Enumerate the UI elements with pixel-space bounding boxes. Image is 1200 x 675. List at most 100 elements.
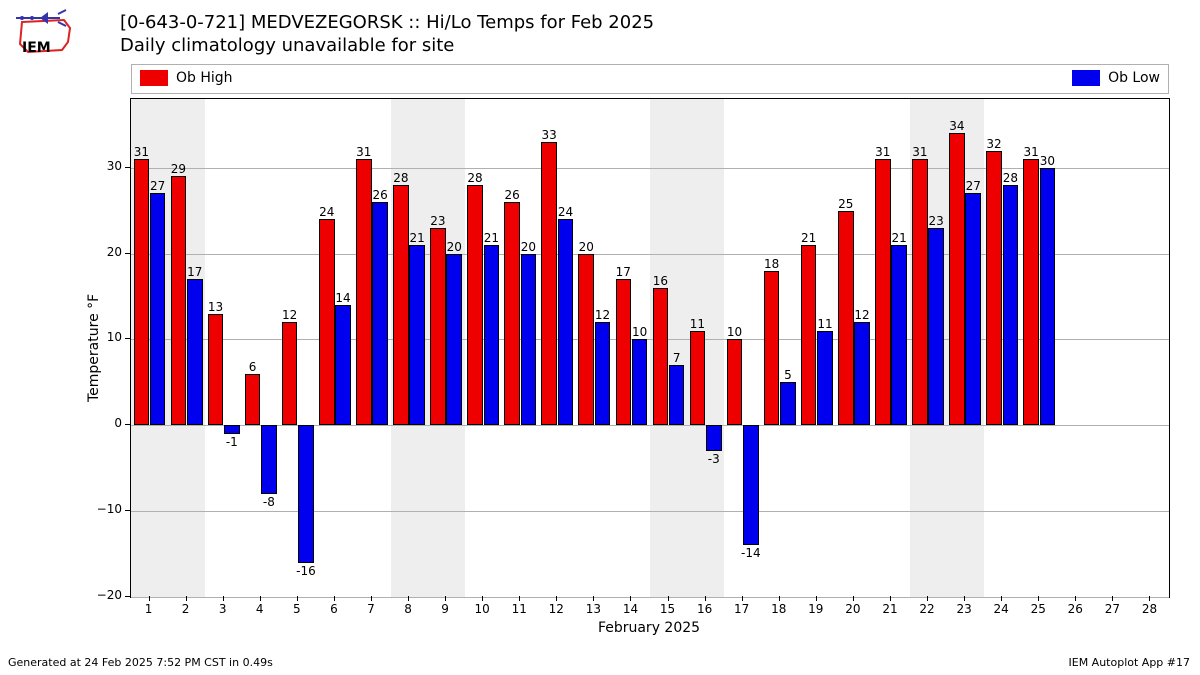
x-tickmark: [334, 596, 335, 601]
bar-low-label: 11: [813, 317, 837, 331]
bar-high-label: 31: [908, 145, 932, 159]
bar-low-label: 14: [331, 291, 355, 305]
x-tickmark: [853, 596, 854, 601]
x-tick-label: 28: [1139, 602, 1159, 616]
bar-low-label: 28: [998, 171, 1022, 185]
bar-high-label: 26: [500, 188, 524, 202]
x-tick-label: 13: [583, 602, 603, 616]
bar-high: [578, 254, 594, 426]
x-tickmark: [1001, 596, 1002, 601]
title-line-1: [0-643-0-721] MEDVEZEGORSK :: Hi/Lo Temp…: [120, 12, 654, 35]
x-tick-label: 19: [806, 602, 826, 616]
bar-high: [801, 245, 817, 425]
bar-low-label: -14: [739, 546, 763, 560]
bar-low: [558, 219, 574, 425]
x-tickmark: [1075, 596, 1076, 601]
legend-item-low: Ob Low: [1072, 70, 1160, 86]
plot-area: 3129136122431282328263320171611101821253…: [130, 98, 1170, 598]
bar-high-label: 20: [574, 240, 598, 254]
x-tick-label: 6: [324, 602, 344, 616]
bar-high: [134, 159, 150, 425]
bar-low: [261, 425, 277, 494]
x-tickmark: [668, 596, 669, 601]
x-tickmark: [556, 596, 557, 601]
x-tick-label: 14: [620, 602, 640, 616]
bar-high: [986, 151, 1002, 426]
bar-low: [891, 245, 907, 425]
bar-high: [319, 219, 335, 425]
x-tick-label: 10: [472, 602, 492, 616]
y-tick-label: 20: [88, 245, 122, 259]
x-tickmark: [260, 596, 261, 601]
x-tick-label: 23: [954, 602, 974, 616]
bar-low: [632, 339, 648, 425]
bar-high: [171, 176, 187, 425]
x-tick-label: 18: [769, 602, 789, 616]
legend-swatch-high: [140, 70, 168, 86]
x-tick-label: 27: [1102, 602, 1122, 616]
x-tick-label: 8: [398, 602, 418, 616]
bar-high-label: 12: [278, 308, 302, 322]
bar-high: [690, 331, 706, 425]
bar-low: [484, 245, 500, 425]
x-tickmark: [149, 596, 150, 601]
x-tickmark: [371, 596, 372, 601]
logo-text: IEM: [22, 40, 51, 56]
legend: Ob High Ob Low: [131, 64, 1169, 94]
y-axis-label: Temperature °F: [86, 294, 102, 402]
bar-low: [817, 331, 833, 425]
bar-low: [298, 425, 314, 562]
y-tick-label: −20: [88, 588, 122, 602]
bar-low-label: 17: [183, 265, 207, 279]
iem-logo: IEM: [8, 8, 80, 62]
x-tick-label: 7: [361, 602, 381, 616]
y-tick-label: 10: [88, 330, 122, 344]
y-tickmark: [125, 596, 130, 597]
bar-high: [541, 142, 557, 425]
y-tick-label: −10: [88, 502, 122, 516]
x-tickmark: [964, 596, 965, 601]
bar-low-label: 24: [553, 205, 577, 219]
y-tickmark: [125, 510, 130, 511]
x-tick-label: 25: [1028, 602, 1048, 616]
bar-low-label: 27: [961, 179, 985, 193]
bar-high-label: 28: [463, 171, 487, 185]
x-tick-label: 20: [843, 602, 863, 616]
bar-high-label: 13: [204, 300, 228, 314]
x-tickmark: [705, 596, 706, 601]
x-tickmark: [816, 596, 817, 601]
bar-low: [150, 193, 166, 425]
bar-high-label: 24: [315, 205, 339, 219]
x-tickmark: [297, 596, 298, 601]
bar-low: [706, 425, 722, 451]
bar-high-label: 31: [352, 145, 376, 159]
x-tickmark: [630, 596, 631, 601]
bar-low: [1040, 168, 1056, 426]
bar-low: [335, 305, 351, 425]
bar-high: [764, 271, 780, 426]
y-tickmark: [125, 167, 130, 168]
bar-high-label: 31: [129, 145, 153, 159]
x-tickmark: [742, 596, 743, 601]
x-tick-label: 16: [695, 602, 715, 616]
x-tick-label: 1: [139, 602, 159, 616]
bar-high-label: 23: [426, 214, 450, 228]
x-tickmark: [890, 596, 891, 601]
bar-high-label: 16: [648, 274, 672, 288]
legend-swatch-low: [1072, 70, 1100, 86]
x-tickmark: [186, 596, 187, 601]
x-tick-label: 2: [176, 602, 196, 616]
bar-low-label: -16: [294, 564, 318, 578]
footer-generated: Generated at 24 Feb 2025 7:52 PM CST in …: [8, 656, 273, 669]
bar-low-label: 23: [924, 214, 948, 228]
x-tick-label: 3: [213, 602, 233, 616]
x-tick-label: 4: [250, 602, 270, 616]
bar-high: [504, 202, 520, 425]
bar-low-label: 26: [368, 188, 392, 202]
x-tick-label: 9: [435, 602, 455, 616]
x-tickmark: [1149, 596, 1150, 601]
bar-high-label: 6: [241, 360, 265, 374]
bar-high: [245, 374, 261, 426]
gridline: [131, 597, 1169, 598]
legend-item-high: Ob High: [140, 70, 233, 86]
